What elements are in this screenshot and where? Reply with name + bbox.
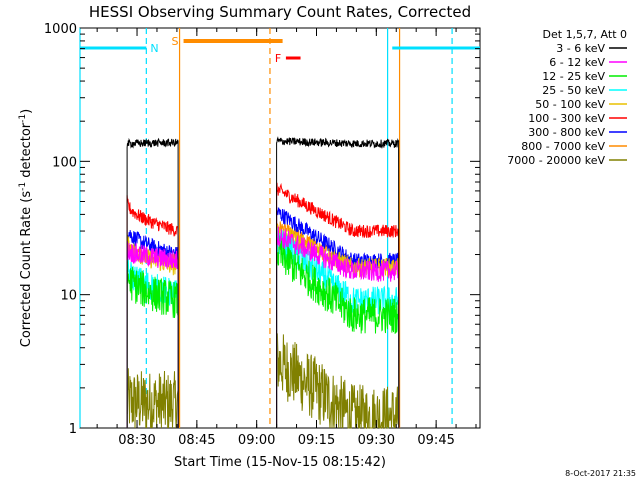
legend-entry-label: 6 - 12 keV — [549, 56, 605, 69]
legend-header: Det 1,5,7, Att 0 — [543, 28, 627, 41]
x-tick-label: 08:45 — [178, 433, 215, 448]
series-line — [126, 182, 400, 429]
flag-label-s: S — [172, 35, 179, 48]
y-label-sup2: -1 — [18, 114, 28, 123]
series-line — [126, 226, 400, 429]
timestamp: 8-Oct-2017 21:35 — [565, 469, 636, 478]
y-label-sup1: -1 — [18, 182, 28, 191]
y-axis-label: Corrected Count Rate (s-1 detector-1) — [18, 109, 34, 347]
legend-entry-label: 800 - 7000 keV — [521, 140, 605, 153]
legend-entry-label: 25 - 50 keV — [542, 84, 605, 97]
series-line — [126, 136, 400, 429]
y-label-mid: detector — [19, 122, 34, 182]
x-tick-label: 08:30 — [118, 433, 155, 448]
series-line — [126, 333, 400, 429]
legend-entry-label: 12 - 25 keV — [542, 70, 605, 83]
x-tick-label: 09:00 — [238, 433, 275, 448]
y-label-end: ) — [19, 109, 34, 114]
series-line — [126, 206, 400, 429]
x-axis-label: Start Time (15-Nov-15 08:15:42) — [174, 455, 386, 470]
x-tick-label: 09:15 — [298, 433, 335, 448]
chart-title: HESSI Observing Summary Count Rates, Cor… — [89, 3, 471, 21]
series-line — [126, 235, 400, 429]
flag-bars: N S F — [80, 35, 480, 65]
series-layer — [126, 136, 400, 429]
y-tick-label: 10 — [60, 289, 77, 304]
x-tick-label: 09:30 — [358, 433, 395, 448]
y-tick-label: 1000 — [44, 22, 77, 37]
y-tick-label: 100 — [52, 155, 77, 170]
legend-entry-label: 50 - 100 keV — [535, 98, 605, 111]
y-tick-label: 1 — [69, 422, 77, 437]
flag-label-n: N — [150, 42, 158, 55]
x-tick-label: 09:45 — [417, 433, 454, 448]
legend-entry-label: 300 - 800 keV — [528, 126, 605, 139]
axes: 1 10 100 1000 08:30 08:45 09:00 09:15 09:30 09:45 — [44, 22, 480, 448]
legend-entry-label: 100 - 300 keV — [528, 112, 605, 125]
legend-entry-label: 7000 - 20000 keV — [507, 154, 605, 167]
flag-label-f: F — [275, 52, 281, 65]
y-label-main: Corrected Count Rate (s — [19, 191, 34, 348]
legend-entry-label: 3 - 6 keV — [556, 42, 605, 55]
